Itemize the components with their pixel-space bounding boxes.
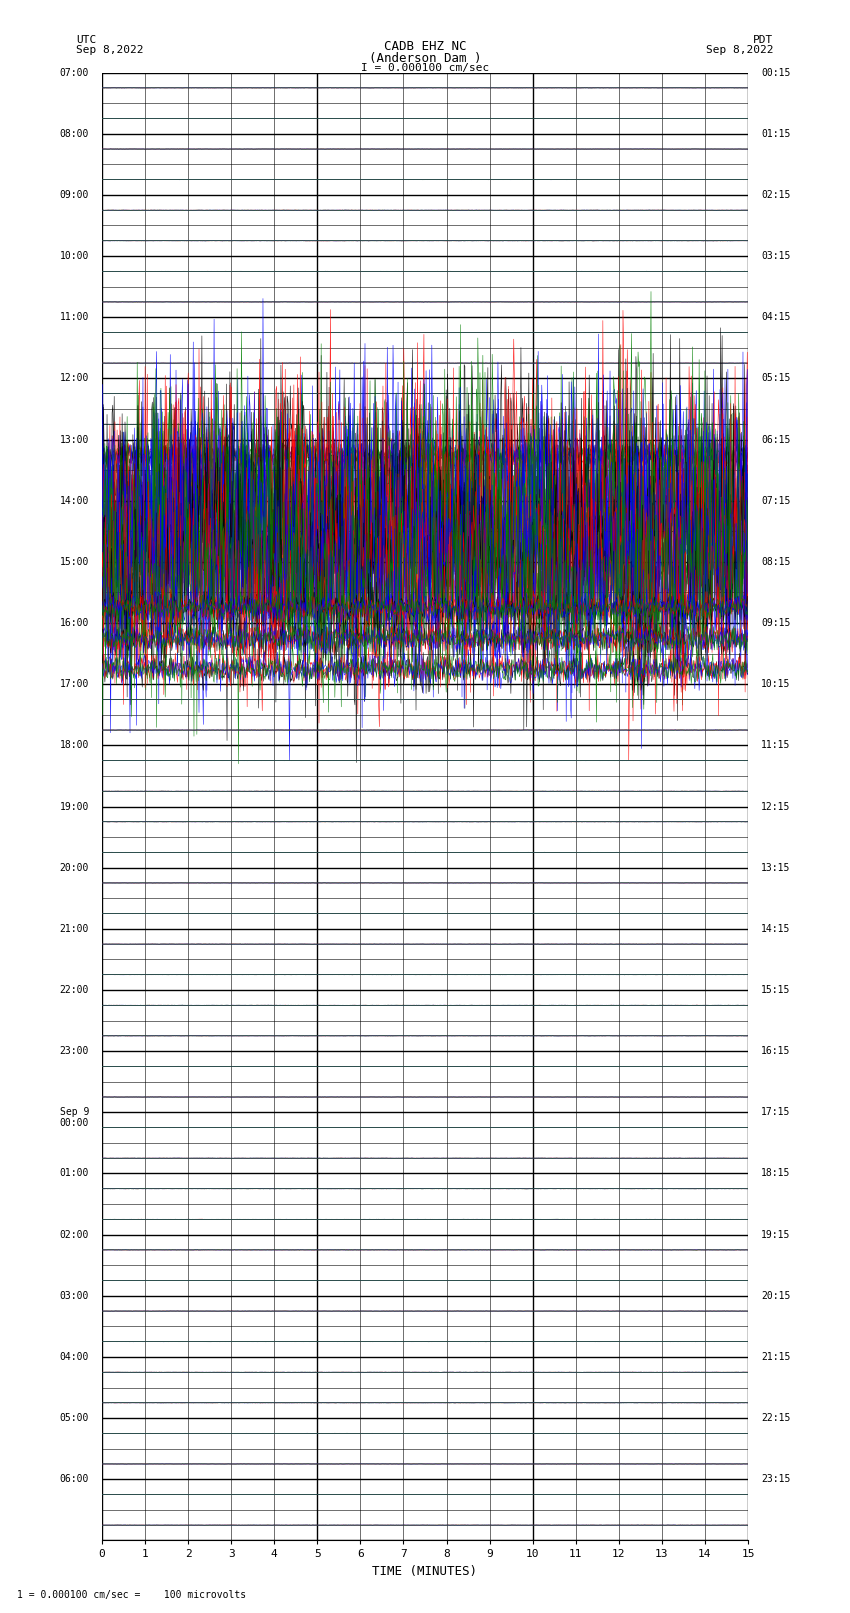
Text: 14:00: 14:00	[60, 495, 89, 506]
X-axis label: TIME (MINUTES): TIME (MINUTES)	[372, 1565, 478, 1578]
Text: I = 0.000100 cm/sec: I = 0.000100 cm/sec	[361, 63, 489, 73]
Text: 00:00: 00:00	[60, 1118, 89, 1127]
Text: 20:15: 20:15	[761, 1290, 790, 1300]
Text: 18:15: 18:15	[761, 1168, 790, 1179]
Text: 23:15: 23:15	[761, 1474, 790, 1484]
Text: 10:15: 10:15	[761, 679, 790, 689]
Text: 18:00: 18:00	[60, 740, 89, 750]
Text: 12:15: 12:15	[761, 802, 790, 811]
Text: CADB EHZ NC: CADB EHZ NC	[383, 40, 467, 53]
Text: 19:00: 19:00	[60, 802, 89, 811]
Text: 00:15: 00:15	[761, 68, 790, 77]
Text: 11:15: 11:15	[761, 740, 790, 750]
Text: 02:15: 02:15	[761, 190, 790, 200]
Text: 13:15: 13:15	[761, 863, 790, 873]
Text: 01:00: 01:00	[60, 1168, 89, 1179]
Text: 17:00: 17:00	[60, 679, 89, 689]
Text: (Anderson Dam ): (Anderson Dam )	[369, 52, 481, 65]
Text: 05:00: 05:00	[60, 1413, 89, 1423]
Text: 03:00: 03:00	[60, 1290, 89, 1300]
Text: 12:00: 12:00	[60, 373, 89, 384]
Text: Sep 8,2022: Sep 8,2022	[76, 45, 144, 55]
Text: 08:15: 08:15	[761, 556, 790, 566]
Text: 23:00: 23:00	[60, 1047, 89, 1057]
Text: Sep 9: Sep 9	[60, 1107, 89, 1118]
Text: 15:00: 15:00	[60, 556, 89, 566]
Text: 02:00: 02:00	[60, 1229, 89, 1240]
Text: 06:00: 06:00	[60, 1474, 89, 1484]
Text: 01:15: 01:15	[761, 129, 790, 139]
Text: 22:15: 22:15	[761, 1413, 790, 1423]
Text: 14:15: 14:15	[761, 924, 790, 934]
Text: 16:15: 16:15	[761, 1047, 790, 1057]
Text: 09:15: 09:15	[761, 618, 790, 627]
Text: 17:15: 17:15	[761, 1107, 790, 1118]
Text: 21:15: 21:15	[761, 1352, 790, 1361]
Text: 1 = 0.000100 cm/sec =    100 microvolts: 1 = 0.000100 cm/sec = 100 microvolts	[17, 1590, 246, 1600]
Text: 20:00: 20:00	[60, 863, 89, 873]
Text: 07:00: 07:00	[60, 68, 89, 77]
Text: 06:15: 06:15	[761, 434, 790, 445]
Text: PDT: PDT	[753, 35, 774, 45]
Text: 16:00: 16:00	[60, 618, 89, 627]
Text: 08:00: 08:00	[60, 129, 89, 139]
Text: 05:15: 05:15	[761, 373, 790, 384]
Text: 04:00: 04:00	[60, 1352, 89, 1361]
Text: UTC: UTC	[76, 35, 97, 45]
Text: 13:00: 13:00	[60, 434, 89, 445]
Text: 11:00: 11:00	[60, 313, 89, 323]
Text: 15:15: 15:15	[761, 986, 790, 995]
Text: 07:15: 07:15	[761, 495, 790, 506]
Text: 04:15: 04:15	[761, 313, 790, 323]
Text: Sep 8,2022: Sep 8,2022	[706, 45, 774, 55]
Text: 03:15: 03:15	[761, 252, 790, 261]
Text: 19:15: 19:15	[761, 1229, 790, 1240]
Text: 10:00: 10:00	[60, 252, 89, 261]
Text: 22:00: 22:00	[60, 986, 89, 995]
Text: 09:00: 09:00	[60, 190, 89, 200]
Text: 21:00: 21:00	[60, 924, 89, 934]
